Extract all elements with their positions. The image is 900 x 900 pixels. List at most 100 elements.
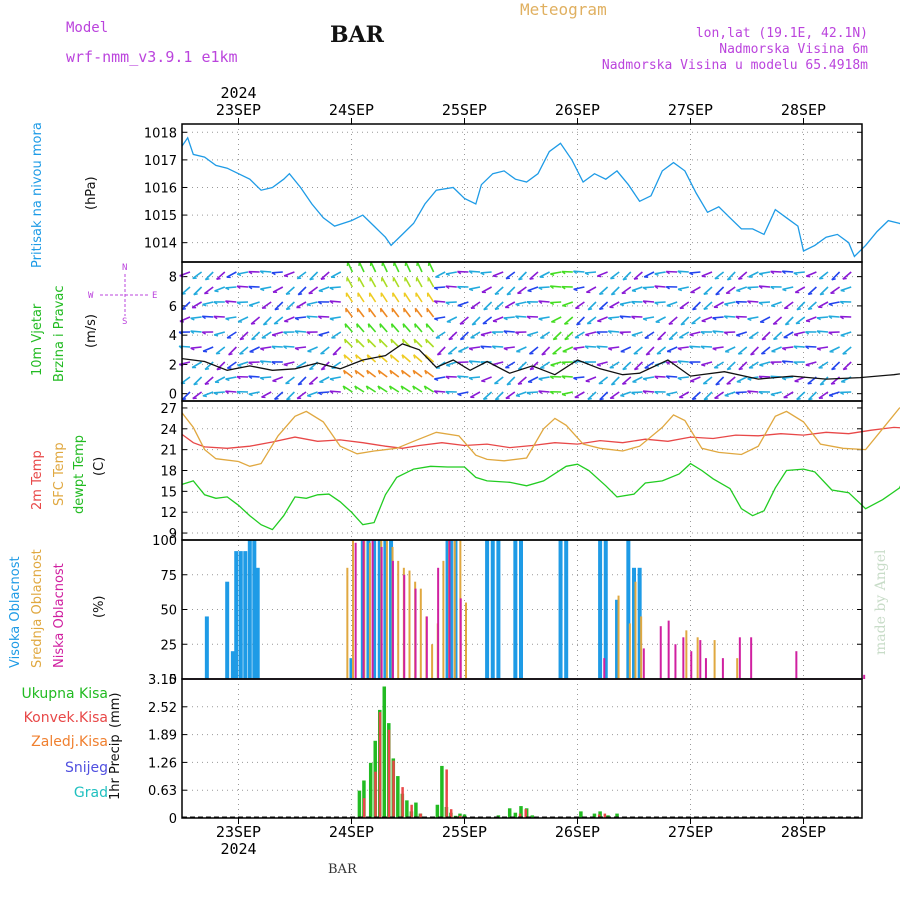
wind-arrow-head <box>457 393 462 397</box>
wind-arrow-head <box>457 286 462 290</box>
wind-arrow <box>380 292 388 303</box>
wind-arrow <box>286 391 295 401</box>
wind-arrow <box>538 300 550 303</box>
wind-arrow-head <box>820 383 825 386</box>
cloud-bar <box>558 540 563 679</box>
wind-arrow <box>772 316 783 325</box>
wind-arrow <box>770 270 782 273</box>
wind-arrow-head <box>283 331 288 335</box>
wind-arrow-head <box>445 391 450 395</box>
wind-arrow <box>736 331 748 337</box>
wind-arrow-head <box>202 395 207 398</box>
high-cloud-label: Visoka Oblacnost <box>8 556 23 668</box>
wind-arrow-head <box>400 385 404 390</box>
cloud-bar <box>442 560 445 679</box>
wind-arrow-head <box>839 316 844 320</box>
wind-arrow-head <box>631 315 636 320</box>
wind-arrow <box>392 276 400 288</box>
cloud-bar <box>372 540 377 679</box>
wind-arrow-head <box>573 270 578 275</box>
precip-bar <box>513 812 518 818</box>
wind-arrow-head <box>793 272 798 276</box>
wind-arrow-head <box>808 398 813 401</box>
precip-bar <box>396 776 400 818</box>
wind-arrow <box>622 271 632 281</box>
cloud-bar <box>750 637 753 679</box>
date-label-top: 24SEP <box>329 101 374 119</box>
wind-arrow <box>609 301 620 309</box>
wind-arrow-head <box>491 331 496 335</box>
wind-arrow <box>793 271 805 274</box>
wind-arrow-head <box>738 352 743 355</box>
wind-arrow-head <box>587 397 592 401</box>
wind-arrow-head <box>587 308 593 311</box>
wind-arrow <box>668 331 678 341</box>
cloud-bar <box>247 540 252 679</box>
wind-arrow-head <box>377 370 381 375</box>
wind-arrow <box>759 316 771 323</box>
wind-arrow-head <box>781 377 787 381</box>
wind-arrow <box>260 286 272 290</box>
wind-arrow-head <box>549 391 554 395</box>
wind-arrow <box>342 385 353 393</box>
wind-arrow-head <box>271 345 276 350</box>
precip-bar <box>530 815 535 818</box>
wind-arrow <box>400 385 411 393</box>
wind-arrow-head <box>692 308 697 311</box>
wind-arrow-head <box>666 305 671 308</box>
wind-arrow-head <box>599 292 604 296</box>
wind-arrow-head <box>317 315 322 320</box>
wind-arrow-head <box>329 318 334 321</box>
wind-arrow <box>574 301 585 310</box>
wind-arrow-head <box>526 315 531 320</box>
wind-arrow <box>193 376 203 386</box>
precip-bar <box>401 787 404 818</box>
wind-arrow <box>631 331 643 337</box>
wind-arrow-head <box>414 323 417 328</box>
wind-arrow <box>712 346 724 350</box>
wind-arrow <box>817 346 829 350</box>
wind-arrow <box>226 361 237 369</box>
wind-arrow-head <box>425 323 428 328</box>
wind-arrow-head <box>248 393 253 397</box>
wind-arrow-head <box>724 394 729 398</box>
wind-arrow <box>725 286 736 295</box>
wind-arrow-head <box>773 337 778 341</box>
wind-arrow <box>748 271 759 278</box>
wind-arrow-head <box>773 322 778 325</box>
wind-arrow <box>782 286 794 291</box>
wind-arrow <box>494 301 504 310</box>
wind-arrow-head <box>771 350 776 353</box>
wind-arrow <box>654 285 666 288</box>
wind-arrow <box>329 316 341 320</box>
wind-arrow-head <box>413 354 416 359</box>
wind-arrow <box>657 331 667 341</box>
wind-arrow <box>260 376 272 379</box>
wind-arrow-head <box>701 275 706 278</box>
wind-arrow <box>631 286 643 292</box>
wind-arrow <box>807 301 817 310</box>
wind-arrow <box>226 331 237 339</box>
wind-arrow <box>550 301 562 304</box>
wind-arrow <box>297 376 307 386</box>
precip-bar <box>405 800 409 818</box>
wind-arrow-head <box>389 354 393 359</box>
wind-arrow <box>294 316 307 320</box>
precip-bar <box>597 814 601 818</box>
wind-arrow-head <box>527 290 532 293</box>
wind-arrow <box>179 271 191 277</box>
wind-arrow-head <box>750 353 755 356</box>
wind-arrow-head <box>747 286 752 291</box>
wind-arrow-head <box>321 368 326 371</box>
date-label-bottom: 26SEP <box>555 823 600 841</box>
wind-arrow-head <box>668 322 673 325</box>
wind-arrow-head <box>723 331 729 335</box>
wind-arrow-head <box>329 378 334 382</box>
wind-arrow-head <box>248 304 254 307</box>
wind-arrow <box>737 346 748 355</box>
wind-arrow-head <box>457 375 462 380</box>
wind-arrow <box>434 376 446 380</box>
wind-arrow-head <box>248 271 253 275</box>
wind-arrow-head <box>806 275 811 278</box>
wind-arrow-head <box>259 360 264 364</box>
